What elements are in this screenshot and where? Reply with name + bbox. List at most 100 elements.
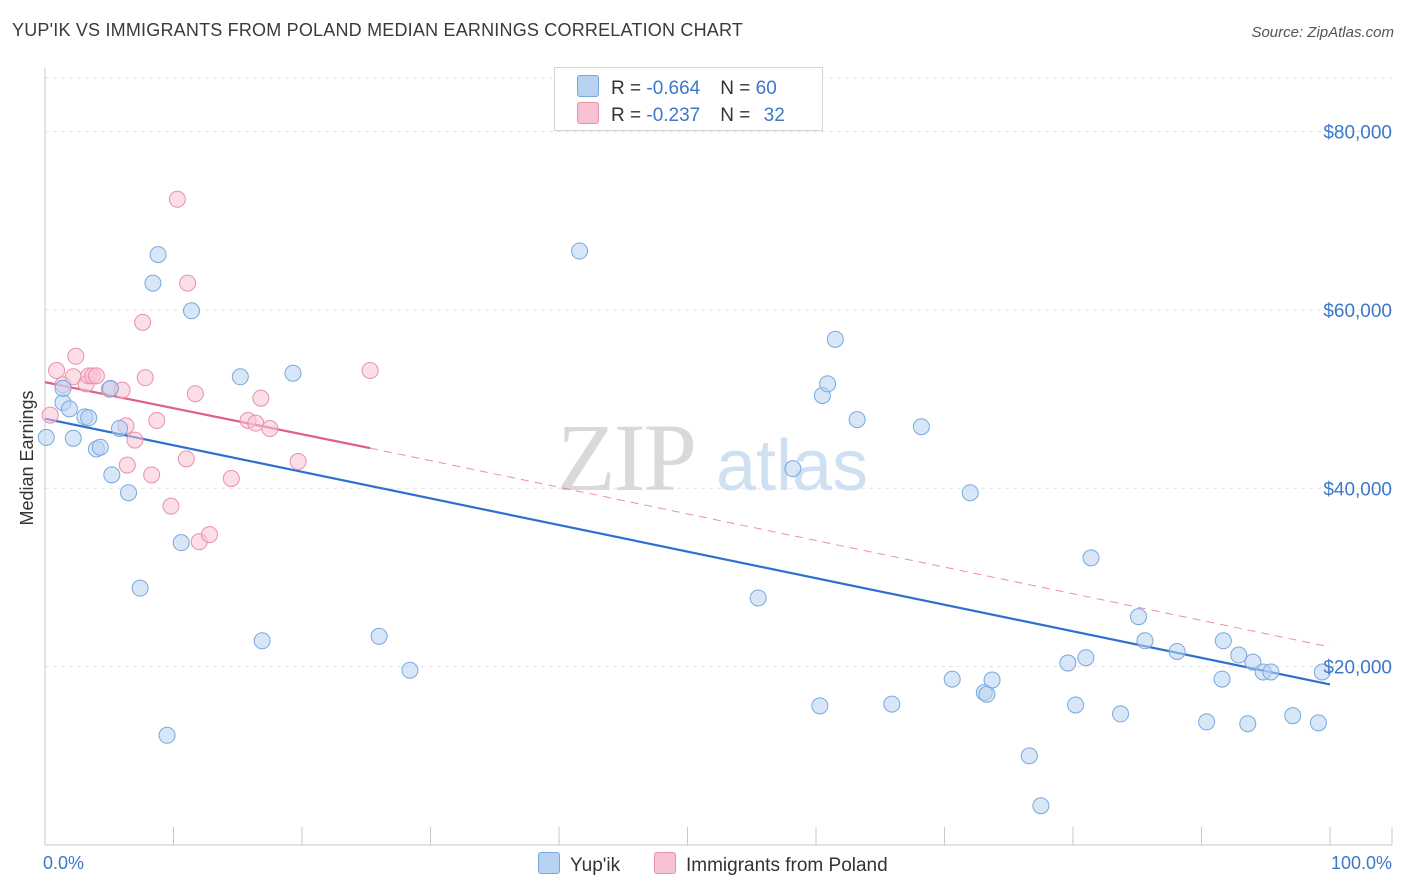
y-axis-label: Median Earnings — [17, 390, 37, 525]
point-poland — [48, 362, 66, 380]
point-poland — [168, 190, 186, 208]
legend-r-label: R = — [611, 78, 647, 99]
point-poland — [148, 411, 166, 429]
point-yupik — [1059, 654, 1077, 672]
point-yupik — [819, 375, 837, 393]
point-yupik — [37, 428, 55, 446]
point-poland — [41, 406, 59, 424]
point-poland — [289, 453, 307, 470]
point-yupik — [961, 484, 979, 502]
point-poland — [143, 466, 161, 484]
watermark-zip: ZIP — [557, 404, 695, 511]
point-yupik — [370, 627, 388, 645]
point-yupik — [784, 460, 802, 478]
point-yupik — [1244, 653, 1262, 671]
point-yupik — [1112, 705, 1130, 723]
point-yupik — [1230, 646, 1248, 664]
point-yupik — [571, 242, 589, 260]
point-yupik — [1136, 632, 1154, 650]
point-poland — [247, 414, 265, 432]
legend-row-poland: R = -0.237 N = 32 — [577, 102, 785, 127]
legend-n-value: 60 — [755, 78, 777, 99]
point-poland — [177, 450, 195, 468]
y-tick-label: $20,000 — [1323, 658, 1392, 679]
point-yupik — [826, 330, 844, 348]
point-yupik — [231, 368, 249, 386]
x-tick-label-max: 100.0% — [1331, 853, 1392, 873]
point-poland — [136, 369, 154, 387]
point-poland — [200, 526, 218, 544]
point-poland — [252, 389, 270, 407]
point-yupik — [131, 579, 149, 597]
y-tick-label: $80,000 — [1323, 123, 1392, 144]
trend-line-poland-extension — [370, 447, 1331, 648]
point-yupik — [983, 671, 1001, 689]
point-yupik — [80, 409, 98, 427]
point-yupik — [182, 302, 200, 320]
point-yupik — [91, 438, 109, 456]
point-yupik — [111, 420, 129, 438]
point-yupik — [64, 429, 82, 447]
legend-row-yupik: R = -0.664 N = 60 — [577, 75, 777, 100]
point-yupik — [1020, 747, 1038, 765]
trend-line-yupik — [44, 417, 1331, 686]
point-yupik — [102, 379, 120, 397]
bottom-legend-swatch-poland — [654, 852, 676, 874]
point-poland — [134, 313, 152, 331]
y-tick-labels: $20,000 $40,000 $60,000 $80,000 — [1323, 123, 1392, 679]
bottom-legend-label-poland: Immigrants from Poland — [686, 855, 888, 876]
point-yupik — [883, 695, 901, 713]
point-poland — [162, 497, 180, 515]
point-poland — [222, 469, 240, 487]
point-yupik — [1313, 663, 1331, 681]
legend-swatch-poland — [577, 102, 599, 124]
point-yupik — [848, 411, 866, 429]
point-yupik — [1198, 713, 1216, 731]
point-yupik — [120, 484, 138, 502]
point-yupik — [1284, 707, 1302, 725]
point-yupik — [253, 632, 271, 650]
chart-title: YUP'IK VS IMMIGRANTS FROM POLAND MEDIAN … — [12, 20, 744, 40]
point-yupik — [1239, 715, 1257, 733]
legend-r-label: R = — [611, 105, 647, 126]
point-yupik — [1309, 714, 1327, 732]
bottom-legend-yupik: Yup'ik — [538, 852, 620, 877]
point-yupik — [811, 697, 829, 715]
bottom-legend-poland: Immigrants from Poland — [654, 852, 888, 877]
point-yupik — [1077, 649, 1095, 667]
trend-lines — [44, 381, 1331, 686]
point-yupik — [144, 274, 162, 292]
legend-n-label: N = — [720, 78, 756, 99]
point-yupik — [1067, 696, 1085, 714]
point-poland — [126, 431, 144, 449]
y-tick-label: $60,000 — [1323, 301, 1392, 322]
point-yupik — [60, 400, 78, 418]
point-poland — [87, 367, 105, 385]
axes — [44, 68, 1393, 846]
point-yupik — [1262, 663, 1280, 681]
point-yupik — [172, 534, 190, 552]
point-poland — [261, 420, 279, 438]
point-yupik — [103, 466, 121, 484]
point-poland — [67, 347, 85, 365]
point-yupik — [1214, 632, 1232, 650]
point-yupik — [158, 726, 176, 744]
bottom-legend-label-yupik: Yup'ik — [570, 855, 621, 876]
point-poland — [361, 362, 379, 380]
bottom-legend-swatch-yupik — [538, 852, 560, 874]
point-poland — [186, 385, 204, 403]
y-tick-label: $40,000 — [1323, 479, 1392, 500]
point-yupik — [943, 670, 961, 688]
point-poland — [118, 456, 136, 474]
point-yupik — [149, 246, 167, 264]
point-yupik — [1082, 549, 1100, 567]
source-label: Source: ZipAtlas.com — [1251, 24, 1394, 41]
point-yupik — [912, 418, 930, 436]
x-tick-label-min: 0.0% — [43, 853, 84, 873]
legend-r-value: -0.664 — [646, 78, 701, 99]
stats-legend: R = -0.664 N = 60 R = -0.237 N = 32 — [554, 67, 823, 131]
point-yupik — [1130, 608, 1148, 626]
point-yupik — [54, 379, 72, 397]
trend-line-poland — [44, 381, 371, 450]
point-yupik — [1032, 797, 1050, 815]
